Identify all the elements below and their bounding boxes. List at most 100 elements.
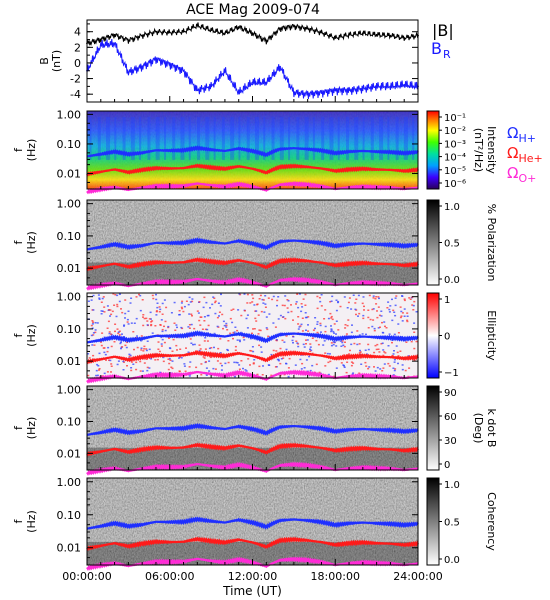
ellipticity-pixel [361, 302, 364, 305]
ellipticity-pixel [352, 294, 355, 296]
ellipticity-pixel [227, 340, 230, 342]
ellipticity-pixel [123, 324, 126, 326]
ellipticity-pixel [406, 319, 409, 322]
ellipticity-pixel [123, 325, 125, 327]
ellipticity-pixel [168, 357, 171, 360]
ellipticity-pixel [302, 298, 305, 300]
intensity-streak [337, 117, 340, 160]
ellipticity-pixel [160, 336, 163, 339]
intensity-ylabel: f(Hz) [12, 139, 38, 162]
ellipticity-pixel [272, 349, 275, 352]
ellipticity-pixel [242, 336, 245, 339]
ellipticity-pixel [359, 351, 362, 353]
ellipticity-pixel [389, 305, 392, 307]
legend-br: B [431, 39, 442, 58]
intensity-streak [172, 117, 176, 160]
ellipticity-pixel [363, 305, 365, 308]
ellipticity-pixel [344, 327, 347, 329]
ellipticity-pixel [382, 349, 385, 351]
ellipticity-pixel [362, 317, 365, 320]
ellipticity-pixel [299, 325, 302, 327]
ellipticity-pixel [332, 330, 335, 333]
ellipticity-pixel [262, 302, 265, 304]
field-point-bmag [251, 32, 254, 35]
ellipticity-pixel [381, 321, 383, 324]
ellipticity-pixel [403, 298, 406, 300]
ellipticity-pixel [393, 359, 396, 361]
ellipticity-pixel [178, 310, 181, 312]
field-point-br [141, 66, 144, 68]
ellipticity-pixel [159, 308, 162, 311]
ellipticity-pixel [378, 351, 381, 353]
ellipticity-pixel [145, 358, 148, 360]
ellipticity-pixel [400, 336, 403, 338]
ellipticity-pixel [307, 330, 310, 332]
ellipticity-pixel [345, 333, 348, 335]
ellipticity-pixel [329, 301, 332, 303]
ellipticity-pixel [238, 368, 241, 370]
ellipticity-pixel [351, 324, 353, 326]
ellipticity-pixel [344, 341, 346, 343]
ellipticity-pixel [160, 319, 163, 321]
ellipticity-pixel [106, 350, 109, 353]
ellipticity-pixel [324, 325, 327, 328]
ellipticity-pixel [306, 339, 309, 341]
ellipticity-pixel [208, 370, 211, 372]
ellipticity-pixel [145, 349, 148, 352]
ellipticity-pixel [198, 319, 201, 322]
ellipticity-pixel [376, 343, 379, 346]
ellipticity-pixel [301, 306, 304, 308]
ellipticity-pixel [203, 316, 206, 318]
ellipticity-pixel [139, 294, 142, 297]
ellipticity-pixel [351, 373, 354, 376]
ellipticity-pixel [272, 322, 275, 324]
field-point-bmag [265, 40, 268, 42]
ellipticity-pixel [300, 303, 303, 305]
ellipticity-pixel [262, 299, 265, 301]
ellipticity-pixel [182, 310, 185, 313]
ellipticity-pixel [143, 345, 146, 348]
ellipticity-pixel [203, 357, 206, 359]
ellipticity-pixel [304, 316, 307, 319]
ellipticity-pixel [342, 344, 345, 346]
ellipticity-pixel [367, 348, 370, 351]
ellipticity-pixel [372, 319, 375, 321]
ellipticity-pixel [135, 296, 138, 298]
intensity-streak [122, 117, 126, 160]
ellipticity-pixel [242, 367, 244, 370]
ellipticity-pixel [196, 310, 199, 312]
ellipticity-pixel [285, 335, 288, 337]
ellipticity-pixel [229, 317, 232, 320]
ellipticity-pixel [188, 296, 191, 299]
ellipticity-pixel [247, 358, 250, 360]
ellipticity-pixel [285, 348, 288, 351]
coherency-colorbar-label: Coherency [485, 492, 498, 551]
ellipticity-pixel [188, 327, 191, 329]
ellipticity-pixel [376, 310, 378, 312]
ellipticity-pixel [358, 343, 361, 345]
ellipticity-pixel [330, 300, 333, 302]
field-point-br [237, 91, 240, 94]
ellipticity-pixel [191, 300, 194, 303]
ellipticity-pixel [302, 343, 305, 346]
ellipticity-pixel [214, 312, 217, 315]
ellipticity-pixel [219, 362, 222, 365]
ellipticity-pixel [189, 361, 192, 363]
ellipticity-pixel [110, 363, 113, 365]
ellipticity-pixel [387, 362, 390, 365]
gyro-label-2: ΩO+ [507, 164, 536, 185]
ellipticity-pixel [100, 341, 102, 343]
ellipticity-pixel [270, 353, 273, 356]
ellipticity-pixel [274, 326, 277, 328]
ellipticity-pixel [295, 301, 298, 303]
ellipticity-pixel [319, 324, 322, 327]
ellipticity-pixel [140, 347, 143, 349]
ellipticity-pixel [276, 304, 278, 307]
ellipticity-pixel [405, 341, 408, 343]
ellipticity-pixel [231, 321, 234, 324]
ellipticity-pixel [294, 364, 297, 366]
ellipticity-pixel [377, 348, 380, 350]
field-point-br [361, 87, 364, 90]
ellipticity-pixel [288, 357, 291, 360]
ellipticity-pixel [337, 300, 340, 303]
